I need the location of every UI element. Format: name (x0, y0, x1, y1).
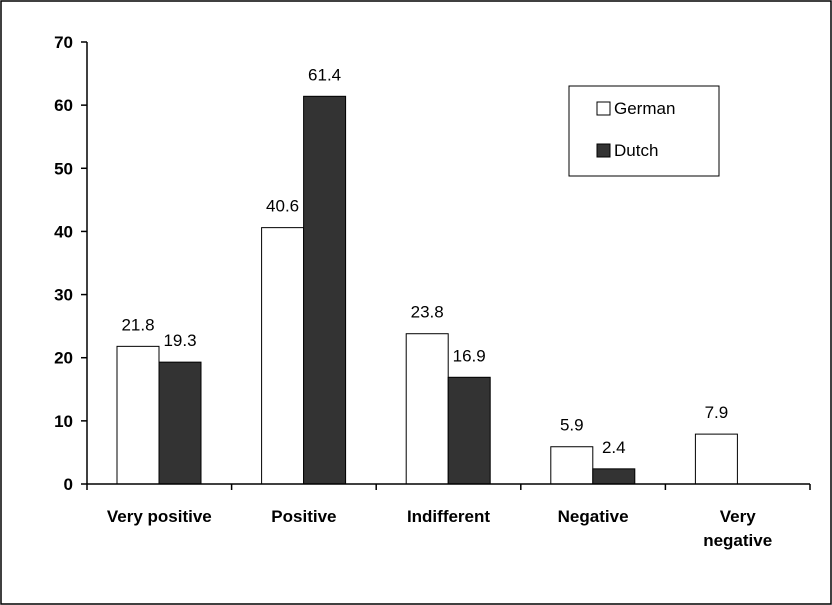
x-category-label: negative (703, 531, 772, 550)
y-tick-label: 60 (54, 96, 73, 115)
legend-label: German (614, 99, 675, 118)
bar-german (550, 446, 594, 485)
x-axis: Very positive Positive Indifferent Negative… (86, 483, 811, 550)
data-label: 21.8 (121, 315, 154, 334)
data-label: 19.3 (163, 331, 196, 350)
x-category-label: Positive (271, 507, 336, 526)
y-tick-label: 30 (54, 286, 73, 305)
bar-german (116, 345, 160, 485)
legend-swatch-german (596, 101, 611, 116)
data-label: 2.4 (602, 438, 626, 457)
x-category-label: Very positive (107, 507, 212, 526)
data-label: 16.9 (453, 346, 486, 365)
y-axis: 0 10 20 30 40 50 60 70 (54, 33, 88, 494)
x-category-label: Very (720, 507, 756, 526)
data-label: 40.6 (266, 197, 299, 216)
legend: German Dutch (568, 85, 720, 177)
bar-dutch (303, 95, 347, 485)
bar-dutch (447, 376, 491, 485)
bar-german (694, 433, 738, 485)
data-label: 5.9 (560, 416, 584, 435)
bar-dutch (158, 361, 202, 485)
y-tick-label: 0 (64, 475, 73, 494)
data-label: 7.9 (705, 403, 729, 422)
y-tick-label: 70 (54, 33, 73, 52)
x-category-label: Indifferent (407, 507, 490, 526)
legend-swatch-dutch (596, 143, 611, 158)
legend-box (568, 85, 720, 177)
bar-german (261, 227, 305, 485)
bar-dutch (592, 468, 636, 485)
legend-label: Dutch (614, 141, 658, 160)
data-label: 23.8 (411, 303, 444, 322)
x-category-label: Negative (558, 507, 629, 526)
y-tick-label: 40 (54, 222, 73, 241)
y-tick-label: 20 (54, 349, 73, 368)
data-label: 61.4 (308, 65, 341, 84)
y-tick-label: 10 (54, 412, 73, 431)
y-tick-label: 50 (54, 159, 73, 178)
bar-german (405, 333, 449, 485)
bars: 21.8 19.3 40.6 61.4 23.8 16.9 5.9 2.4 7.9 (116, 65, 738, 485)
